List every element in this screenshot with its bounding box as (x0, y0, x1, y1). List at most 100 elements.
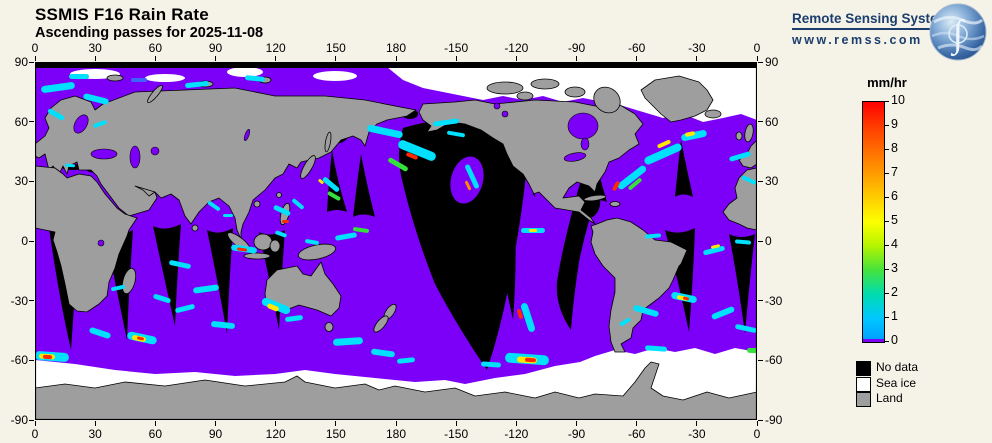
lat-label-left: 0 (21, 234, 28, 248)
lon-label-top: 90 (208, 41, 223, 55)
rss-logo-underline (792, 28, 956, 30)
rain-streak (711, 244, 720, 249)
rain-streak (517, 309, 523, 319)
rain-streak (245, 75, 265, 82)
lon-tick-top (34, 56, 36, 61)
lon-tick-bottom (335, 421, 337, 426)
lon-label-bottom: 120 (265, 427, 286, 441)
lon-tick-top (455, 56, 457, 61)
rain-streak (261, 297, 291, 315)
inland-seas (73, 102, 599, 247)
lat-label-left: -60 (10, 353, 28, 368)
map-border (34, 61, 758, 421)
rain-streak (273, 205, 291, 216)
lon-label-top: 120 (265, 41, 286, 55)
lon-tick-top (515, 56, 517, 61)
legend-label: No data (876, 360, 919, 374)
lat-tick-right (758, 180, 763, 182)
lon-tick-bottom (696, 421, 698, 426)
lon-label-top: 180 (385, 41, 407, 55)
lat-tick-left (29, 61, 34, 63)
rain-streak (153, 293, 171, 304)
rain-streak (481, 361, 501, 368)
rain-streak (685, 131, 695, 137)
rain-streak (211, 321, 235, 329)
rain-streak (275, 230, 287, 238)
rain-streak (333, 337, 363, 346)
rain-streak (703, 245, 725, 256)
no-data-swaths (49, 109, 755, 370)
rain-streak (185, 81, 209, 88)
lon-label-top: -30 (688, 41, 706, 55)
lat-tick-left (29, 180, 34, 182)
lat-label-right: 0 (765, 234, 772, 248)
lat-label-left: 60 (14, 114, 28, 129)
lat-label-right: -90 (765, 413, 783, 427)
lon-label-top: 0 (753, 41, 761, 55)
rain-streak (465, 164, 479, 189)
lon-label-bottom: 0 (31, 427, 39, 441)
colorbar-zero-strip (863, 339, 884, 342)
colorbar-tick-label: 2 (891, 285, 898, 299)
rain-streak (93, 120, 107, 128)
rain-streak (447, 130, 465, 138)
lon-label-top: 150 (325, 41, 346, 55)
rain-streak (681, 130, 707, 141)
colorbar-tick (884, 316, 889, 318)
rain-streak (529, 229, 537, 232)
rain-streak (729, 151, 751, 162)
rain-streak (628, 178, 642, 190)
colorbar (862, 101, 885, 343)
rain-streak (327, 191, 341, 201)
rain-streak (41, 82, 75, 93)
lon-tick-top (636, 56, 638, 61)
rain-streak (131, 78, 147, 82)
lon-tick-top (756, 56, 758, 61)
svg-text:∫: ∫ (951, 13, 966, 57)
swath-window (450, 156, 484, 204)
rss-website-link[interactable]: www.remss.com (792, 33, 923, 47)
rain-streak (318, 179, 324, 184)
rain-streak (525, 357, 536, 363)
lon-label-bottom: -90 (567, 427, 586, 441)
colorbar-tick-label: 5 (891, 213, 898, 227)
legend-swatch-no-data (856, 361, 871, 376)
colorbar-tick-label: 8 (891, 141, 898, 155)
lon-label-top: 0 (31, 41, 39, 55)
lon-label-bottom: -150 (444, 427, 469, 441)
lat-tick-left (29, 240, 34, 242)
colorbar-units-label: mm/hr (867, 75, 907, 90)
rain-streak (683, 296, 689, 301)
rain-rate-features (35, 74, 761, 368)
rain-streak (657, 139, 671, 149)
rain-streak (305, 239, 319, 245)
colorbar-tick-label: 1 (891, 309, 898, 323)
rain-streak (433, 118, 459, 127)
lat-tick-right (758, 61, 763, 63)
colorbar-tick (884, 124, 889, 126)
rain-streak (47, 108, 65, 121)
colorbar-tick-label: 9 (891, 117, 898, 131)
legend-label: Land (876, 391, 903, 405)
lon-label-bottom: 90 (208, 427, 223, 441)
rain-streak (292, 198, 304, 210)
rain-streak (367, 124, 403, 139)
colorbar-tick-label: 10 (891, 93, 905, 107)
lat-label-right: 60 (765, 114, 779, 129)
lat-label-right: 90 (765, 55, 779, 69)
rain-streak (406, 152, 418, 160)
lon-label-bottom: 150 (325, 427, 346, 441)
lon-tick-bottom (275, 421, 277, 426)
lon-label-top: -60 (627, 41, 646, 55)
rain-streak (388, 157, 408, 172)
lon-tick-top (576, 56, 577, 61)
lon-tick-top (335, 56, 337, 61)
lon-label-top: -90 (567, 41, 586, 55)
rain-streak (397, 357, 415, 364)
rain-streak (169, 260, 191, 269)
rss-logo: Remote Sensing Systems www.remss.com (792, 11, 960, 47)
colorbar-tick-label: 0 (891, 333, 898, 347)
world-rain-map (34, 61, 761, 421)
lat-tick-left (29, 300, 34, 302)
lon-tick-bottom (576, 421, 577, 426)
